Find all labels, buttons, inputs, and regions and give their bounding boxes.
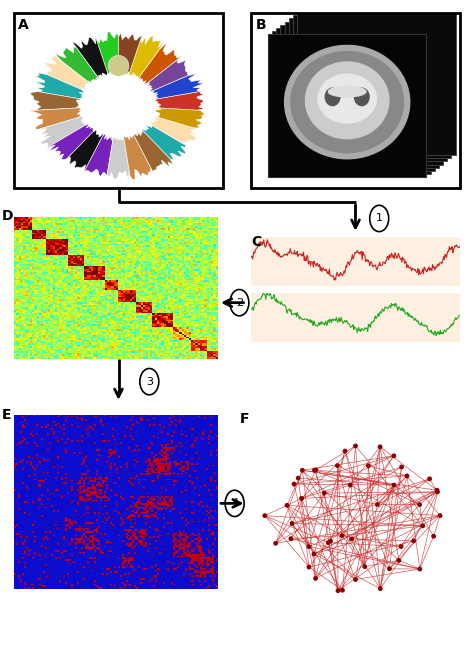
Point <box>294 473 302 484</box>
Polygon shape <box>142 124 186 160</box>
Text: B: B <box>255 18 266 32</box>
Point <box>426 474 433 484</box>
Ellipse shape <box>291 51 403 153</box>
Text: F: F <box>240 412 249 426</box>
Polygon shape <box>128 36 164 77</box>
Point <box>310 465 318 476</box>
Point <box>348 534 356 544</box>
Point <box>365 461 372 471</box>
Point <box>272 538 280 549</box>
Polygon shape <box>138 43 182 85</box>
Text: 1: 1 <box>376 213 383 224</box>
Point <box>312 573 319 584</box>
Polygon shape <box>72 36 108 80</box>
Text: D: D <box>2 209 13 222</box>
Point <box>390 451 398 461</box>
Ellipse shape <box>305 62 389 139</box>
Point <box>434 487 441 497</box>
Point <box>341 445 349 456</box>
Polygon shape <box>84 134 113 177</box>
Point <box>374 499 381 510</box>
Point <box>352 441 359 451</box>
Point <box>430 531 438 542</box>
Point <box>298 493 305 503</box>
Point <box>327 536 334 546</box>
Point <box>433 485 441 495</box>
Polygon shape <box>30 91 81 111</box>
Point <box>312 465 319 475</box>
Bar <box>276 28 435 171</box>
Polygon shape <box>149 117 198 144</box>
Polygon shape <box>146 59 189 91</box>
Point <box>288 519 296 529</box>
Point <box>290 479 298 490</box>
Point <box>283 500 291 511</box>
Ellipse shape <box>328 86 366 97</box>
Polygon shape <box>155 91 205 110</box>
Polygon shape <box>134 131 173 172</box>
Point <box>376 584 384 594</box>
Ellipse shape <box>325 88 340 105</box>
Point <box>416 499 423 510</box>
Bar <box>297 12 456 155</box>
Point <box>419 520 427 531</box>
Point <box>338 585 346 595</box>
Point <box>436 511 444 521</box>
Bar <box>281 24 439 168</box>
Point <box>403 470 411 481</box>
Text: 4: 4 <box>231 498 238 509</box>
Polygon shape <box>96 32 118 76</box>
Polygon shape <box>152 74 204 99</box>
Point <box>325 538 332 548</box>
Polygon shape <box>29 108 82 130</box>
Point <box>376 442 384 452</box>
Point <box>397 542 405 552</box>
Ellipse shape <box>355 88 369 105</box>
Bar <box>289 18 447 161</box>
Point <box>310 549 318 559</box>
Bar <box>284 22 443 164</box>
Point <box>287 534 295 544</box>
Point <box>416 564 424 574</box>
Point <box>398 462 405 472</box>
Polygon shape <box>118 33 142 76</box>
Text: 3: 3 <box>146 376 153 387</box>
Text: A: A <box>18 18 29 32</box>
Point <box>305 542 313 552</box>
Text: E: E <box>2 407 11 422</box>
Polygon shape <box>46 124 94 160</box>
Bar <box>268 34 427 177</box>
Point <box>395 555 402 566</box>
Point <box>386 563 393 574</box>
Ellipse shape <box>108 55 129 76</box>
Polygon shape <box>155 108 205 128</box>
Polygon shape <box>55 47 98 84</box>
Polygon shape <box>44 55 89 90</box>
Text: C: C <box>251 235 262 249</box>
Polygon shape <box>69 130 103 173</box>
Polygon shape <box>124 134 151 180</box>
Point <box>361 561 369 572</box>
Circle shape <box>83 76 154 136</box>
Bar <box>293 15 451 158</box>
Point <box>338 530 346 541</box>
Bar <box>272 31 430 174</box>
Point <box>346 480 354 490</box>
Ellipse shape <box>318 74 376 123</box>
Point <box>334 586 342 596</box>
Point <box>334 461 341 471</box>
Point <box>410 536 418 546</box>
Polygon shape <box>36 116 86 147</box>
Point <box>305 562 313 572</box>
Point <box>390 480 398 490</box>
Point <box>261 511 269 521</box>
Ellipse shape <box>284 45 410 159</box>
Point <box>352 574 359 585</box>
Point <box>299 465 306 476</box>
Point <box>320 488 328 498</box>
Polygon shape <box>35 73 84 99</box>
Text: 2: 2 <box>236 297 243 308</box>
Polygon shape <box>107 136 129 180</box>
